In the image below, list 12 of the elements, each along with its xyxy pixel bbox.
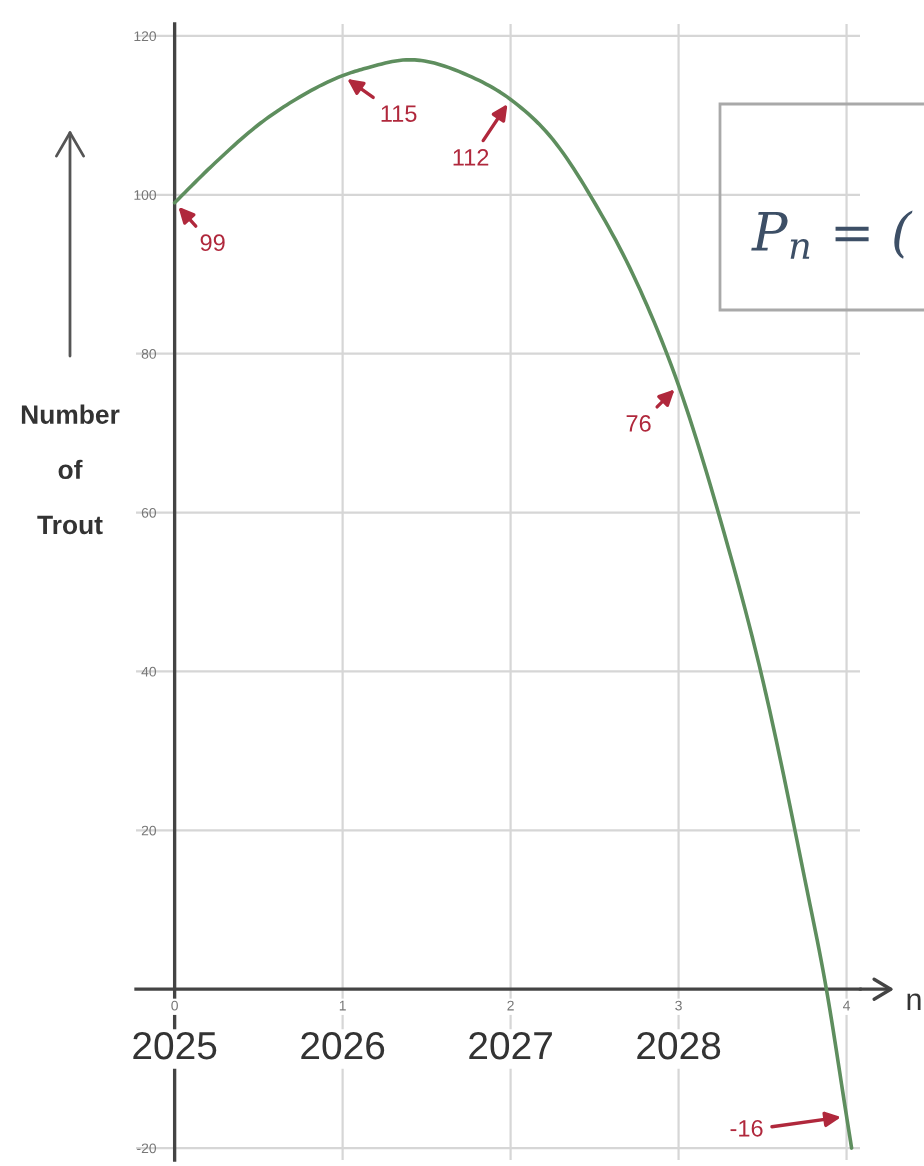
annotation: -16 [730, 1119, 763, 1137]
annotation: 115 [381, 105, 417, 122]
x2-tick-label: 2026 [301, 1031, 385, 1060]
annotation: 99 [200, 234, 225, 252]
text: Number of Trout [21, 404, 120, 535]
annotation: P$_{n}$ = ( [751, 210, 913, 259]
annotation: 112 [453, 149, 489, 166]
x2-tick-label: 2028 [637, 1031, 721, 1060]
annotation: 76 [626, 415, 651, 432]
x2-tick-label: 2027 [469, 1031, 552, 1060]
x-axis-title: n [907, 993, 921, 1010]
x2-tick-label: 2025 [133, 1031, 217, 1060]
